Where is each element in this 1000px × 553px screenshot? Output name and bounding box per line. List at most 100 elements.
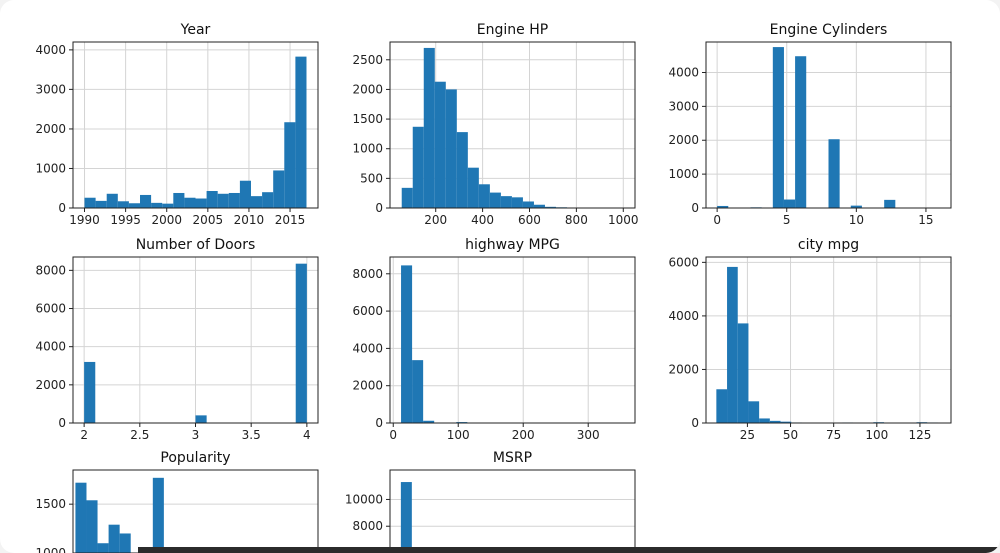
y-tick-label: 2000 [668, 362, 699, 376]
y-tick-label: 1000 [668, 167, 699, 181]
y-tick-label: 6000 [352, 304, 383, 318]
histogram-bar [783, 199, 796, 208]
histogram-bar [467, 167, 479, 208]
histogram-bar [195, 198, 207, 208]
plot-area [390, 470, 635, 553]
y-tick-label: 4000 [352, 341, 383, 355]
y-tick-label: 0 [691, 201, 699, 215]
taskbar-edge [138, 547, 1000, 553]
histogram-bar [748, 401, 760, 423]
histogram-bar [195, 415, 207, 423]
histogram-bar [533, 204, 545, 208]
histogram-bar [273, 170, 285, 208]
y-tick-label: 2000 [35, 378, 66, 392]
x-tick-label: 25 [740, 428, 755, 442]
x-tick-label: 1995 [110, 213, 141, 227]
histogram-bar [717, 205, 729, 208]
histogram-bar [108, 524, 120, 553]
histogram-bar [239, 180, 251, 208]
y-tick-label: 2500 [352, 53, 383, 67]
histogram-bar [295, 56, 307, 208]
bars [75, 477, 164, 553]
subplot-title: Engine Cylinders [770, 22, 888, 38]
histogram-bar [86, 500, 98, 553]
subplot-title: highway MPG [465, 237, 560, 253]
y-tick-label: 0 [375, 416, 383, 430]
histogram-bar [412, 126, 424, 208]
histogram-bar [489, 192, 501, 208]
x-tick-label: 4 [303, 428, 311, 442]
x-tick-label: 0 [713, 213, 721, 227]
histogram-bar [434, 81, 446, 208]
histogram-bar [206, 191, 218, 208]
y-tick-label: 4000 [35, 43, 66, 57]
y-tick-label: 4000 [35, 340, 66, 354]
x-tick-label: 15 [918, 213, 933, 227]
y-tick-label: 8000 [352, 267, 383, 281]
histogram-bar [106, 193, 118, 208]
x-tick-label: 50 [783, 428, 798, 442]
y-tick-label: 3000 [35, 82, 66, 96]
histogram-bar [117, 201, 129, 208]
y-tick-label: 8000 [35, 263, 66, 277]
y-tick-label: 1000 [35, 546, 66, 553]
histogram-bar [162, 203, 174, 208]
histogram-bar [828, 139, 840, 208]
plot-area [390, 257, 635, 423]
bars [84, 263, 307, 423]
subplot-popularity: 1500 1000 Popularity [35, 450, 319, 553]
x-tick-label: 200 [512, 428, 535, 442]
x-tick-label: 125 [908, 428, 931, 442]
histogram-bar [423, 420, 435, 423]
x-tick-label: 75 [826, 428, 841, 442]
histogram-bar [152, 477, 164, 553]
histogram-bar [184, 197, 196, 208]
histogram-bar [445, 89, 457, 208]
histogram-bar [456, 132, 468, 208]
histogram-bar [75, 482, 87, 553]
histogram-bar [850, 205, 862, 208]
y-tick-label: 1500 [352, 112, 383, 126]
histogram-bar [727, 266, 738, 423]
subplot-engine-hp: 200 400 600 800 1000 0 500 1000 1500 2000 2500 Engi… [352, 22, 638, 227]
histogram-bar [228, 192, 240, 208]
axes-frame [389, 41, 636, 209]
subplot-number-of-doors: 2 2.5 3 3.5 4 0 2000 4000 6000 8000 Number of Door… [35, 237, 319, 442]
x-tick-label: 10 [849, 213, 864, 227]
subplot-highway-mpg: 0 100 200 300 0 2000 4000 6000 8000 highway MPG [352, 237, 636, 442]
x-tick-label: 800 [565, 213, 588, 227]
x-tick-label: 5 [783, 213, 791, 227]
histogram-bar [412, 360, 424, 423]
subplot-title: Year [180, 22, 211, 38]
x-tick-label: 400 [471, 213, 494, 227]
histogram-bar [84, 197, 96, 208]
y-tick-label: 6000 [668, 255, 699, 269]
histogram-bar [151, 202, 163, 208]
y-tick-label: 2000 [668, 133, 699, 147]
subplot-year: 1990 1995 2000 2005 2010 2015 0 1000 2000 3000 400… [35, 22, 319, 227]
y-tick-label: 1500 [35, 497, 66, 511]
subplot-title: MSRP [493, 450, 532, 466]
axes-frame [72, 41, 319, 209]
x-tick-label: 0 [389, 428, 397, 442]
x-tick-label: 100 [447, 428, 470, 442]
x-tick-label: 1990 [69, 213, 100, 227]
histogram-bar [780, 421, 792, 423]
histogram-bar [772, 47, 784, 208]
y-tick-label: 0 [375, 201, 383, 215]
y-tick-label: 4000 [668, 65, 699, 79]
histogram-bar [400, 482, 412, 553]
y-tick-label: 8000 [352, 519, 383, 533]
x-tick-label: 600 [518, 213, 541, 227]
histogram-bar [522, 201, 534, 208]
subplot-title: Number of Doors [136, 237, 256, 253]
histogram-bar [173, 192, 185, 208]
y-tick-label: 4000 [668, 309, 699, 323]
histogram-bar [250, 196, 263, 208]
x-tick-label: 300 [577, 428, 600, 442]
subplot-title: city mpg [798, 237, 859, 253]
x-tick-label: 3.5 [242, 428, 261, 442]
x-tick-label: 1000 [608, 213, 639, 227]
histogram-bar [500, 196, 512, 208]
